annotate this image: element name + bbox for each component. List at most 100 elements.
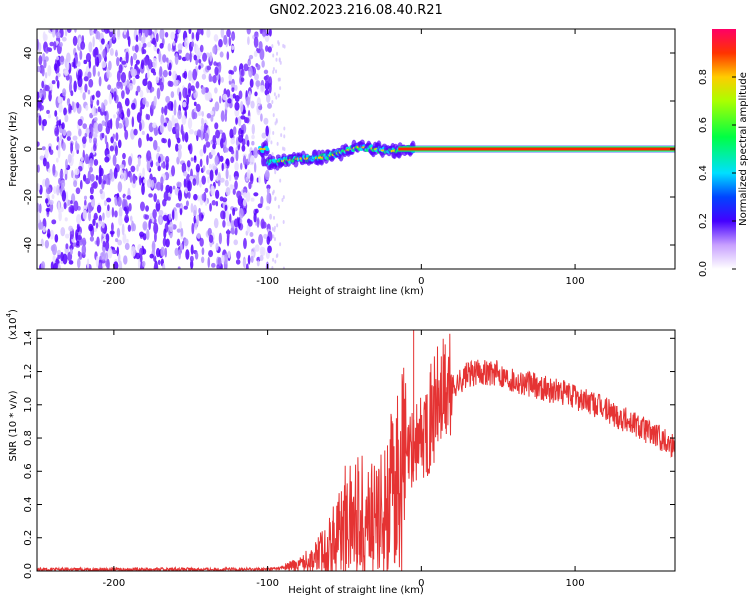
noise-blob — [187, 180, 192, 192]
noise-blob — [176, 137, 181, 144]
snr-x-tick-label: -200 — [103, 578, 126, 589]
noise-blob — [177, 48, 182, 54]
noise-blob — [159, 66, 163, 77]
snr-y-tick-label: 0.6 — [23, 463, 34, 479]
noise-blob — [155, 32, 159, 43]
noise-blob — [201, 86, 206, 95]
noise-blob — [98, 262, 102, 269]
ridge-blob — [265, 147, 270, 152]
noise-blob — [155, 247, 161, 258]
noise-blob — [37, 212, 41, 224]
noise-blob — [55, 56, 60, 61]
noise-blob — [169, 221, 174, 233]
noise-blob — [240, 162, 243, 170]
noise-blob — [54, 234, 59, 243]
noise-blob — [59, 41, 63, 47]
noise-blob — [124, 129, 129, 140]
noise-blob — [245, 96, 251, 106]
noise-blob — [83, 195, 88, 200]
noise-blob — [170, 91, 175, 99]
noise-blob — [70, 200, 73, 205]
noise-blob — [253, 50, 258, 57]
noise-blob — [65, 158, 68, 169]
noise-blob — [106, 66, 110, 79]
noise-blob — [177, 148, 182, 160]
noise-blob — [108, 60, 112, 71]
noise-blob — [201, 214, 204, 219]
spectrogram-y-label: Frequency (Hz) — [8, 111, 19, 187]
noise-blob — [214, 66, 219, 76]
noise-blob — [193, 193, 198, 201]
noise-blob — [123, 29, 127, 36]
noise-blob — [99, 167, 104, 177]
noise-blob — [234, 101, 240, 111]
snr-series-line — [37, 333, 675, 571]
noise-blob — [267, 245, 272, 254]
noise-blob — [107, 84, 112, 91]
noise-blob — [274, 121, 277, 126]
noise-blob — [89, 166, 93, 173]
noise-blob — [177, 29, 181, 34]
noise-blob — [90, 30, 95, 35]
noise-blob — [116, 81, 121, 89]
noise-blob — [139, 247, 143, 257]
noise-blob — [162, 198, 167, 207]
noise-blob — [230, 33, 236, 41]
noise-blob — [210, 110, 214, 116]
noise-blob — [101, 102, 104, 113]
noise-blob — [261, 155, 266, 167]
noise-blob — [127, 36, 131, 47]
noise-blob — [167, 43, 171, 52]
noise-blob — [75, 187, 81, 195]
noise-blob — [184, 37, 189, 49]
noise-blob — [221, 254, 225, 264]
noise-blob — [230, 137, 236, 145]
noise-blob — [189, 255, 194, 263]
noise-blob — [251, 123, 255, 135]
noise-blob — [95, 255, 99, 268]
noise-blob — [187, 191, 191, 199]
noise-blob — [64, 173, 68, 181]
noise-blob — [242, 155, 247, 166]
noise-blob — [77, 250, 81, 257]
noise-blob — [158, 209, 164, 216]
noise-blob — [226, 220, 231, 227]
noise-blob — [80, 156, 84, 162]
noise-blob — [81, 239, 87, 246]
noise-blob — [272, 234, 275, 239]
noise-blob — [232, 207, 236, 217]
noise-blob — [86, 258, 90, 269]
noise-blob — [167, 120, 173, 132]
noise-blob — [279, 60, 282, 65]
noise-blob — [230, 149, 235, 155]
noise-blob — [148, 136, 153, 142]
noise-blob — [194, 251, 199, 260]
noise-blob — [225, 168, 229, 180]
noise-blob — [213, 34, 219, 42]
noise-blob — [282, 146, 285, 151]
noise-blob — [119, 104, 123, 113]
noise-blob — [52, 255, 56, 263]
noise-blob — [206, 65, 212, 71]
noise-blob — [195, 58, 199, 66]
noise-blob — [271, 44, 274, 49]
noise-blob — [258, 105, 263, 111]
noise-blob — [141, 183, 145, 196]
noise-blob — [220, 210, 226, 220]
noise-blob — [225, 158, 230, 167]
noise-blob — [87, 71, 92, 79]
noise-blob — [197, 194, 200, 202]
noise-blob — [47, 65, 52, 77]
noise-blob — [133, 128, 138, 136]
noise-blob — [130, 55, 134, 67]
noise-blob — [201, 247, 205, 256]
noise-blob — [248, 66, 253, 78]
noise-blob — [221, 162, 224, 172]
noise-blob — [101, 38, 105, 45]
noise-blob — [160, 114, 165, 126]
noise-blob — [240, 115, 246, 120]
noise-blob — [222, 197, 228, 203]
noise-blob — [280, 133, 283, 138]
noise-blob — [203, 144, 207, 154]
noise-blob — [217, 180, 221, 187]
